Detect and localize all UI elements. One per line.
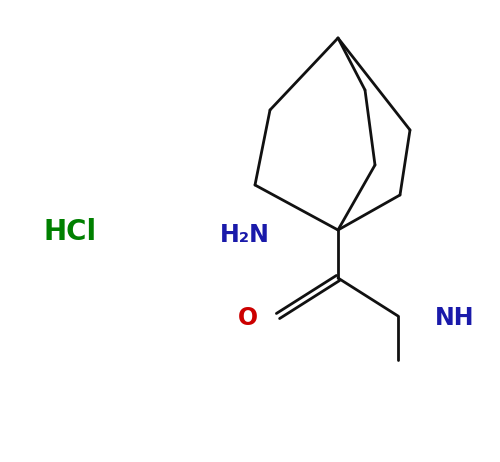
- Text: HCl: HCl: [44, 218, 96, 246]
- Text: O: O: [238, 306, 258, 330]
- Text: NH: NH: [435, 306, 474, 330]
- Text: H₂N: H₂N: [220, 223, 270, 247]
